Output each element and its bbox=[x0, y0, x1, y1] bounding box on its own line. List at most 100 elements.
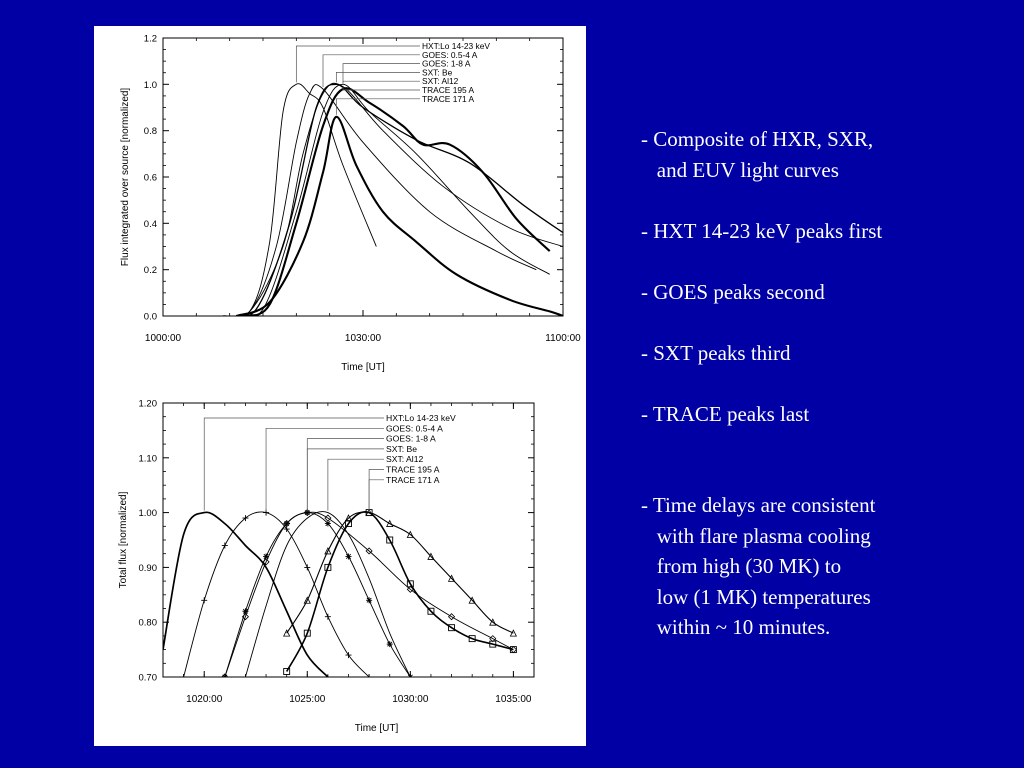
series-line-4 bbox=[222, 83, 563, 316]
square-marker bbox=[509, 646, 517, 654]
bullet-spacer bbox=[641, 185, 1011, 216]
y-tick-label: 0.2 bbox=[144, 265, 157, 276]
plus-marker bbox=[366, 674, 373, 677]
square-marker bbox=[283, 668, 291, 675]
plus-marker bbox=[242, 515, 249, 522]
y-tick-label: 0.0 bbox=[144, 312, 157, 323]
x-tick-label: 1035:00 bbox=[495, 694, 532, 705]
figure-panel: 0.0 0.2 0.4 0.6 0.8 1.0 1.2 1000:00 1030:00 1100:… bbox=[94, 26, 586, 746]
legend-leader-line bbox=[327, 458, 384, 511]
y-tick-label: 1.10 bbox=[139, 453, 158, 464]
bullet-spacer bbox=[641, 246, 1011, 277]
bullet-goes-second: - GOES peaks second bbox=[641, 279, 825, 304]
legend-leader-line bbox=[265, 427, 384, 511]
triangle-marker bbox=[468, 596, 476, 604]
legend-entry: SXT: Al12 bbox=[422, 76, 459, 86]
legend-entry: TRACE 171 A bbox=[386, 475, 440, 485]
legend-leader-line bbox=[306, 438, 384, 511]
legend-leader-line bbox=[342, 80, 420, 83]
legend-entry: TRACE 171 A bbox=[422, 94, 475, 104]
square-marker bbox=[448, 624, 456, 632]
legend-entry: GOES: 1-8 A bbox=[386, 434, 436, 444]
plot-area bbox=[216, 82, 563, 316]
bullet-time-delays: - Time delays are consistent with flare … bbox=[641, 493, 876, 639]
legend-leader-line bbox=[368, 469, 384, 511]
square-marker bbox=[303, 629, 311, 637]
legend-entry: SXT: Be bbox=[386, 444, 417, 454]
diamond-marker bbox=[489, 635, 497, 643]
x-axis-label: Time [UT] bbox=[341, 362, 385, 373]
y-tick-label: 0.8 bbox=[144, 126, 157, 137]
legend-leader-line bbox=[342, 86, 420, 91]
x-tick-label: 1025:00 bbox=[289, 694, 326, 705]
triangle-marker bbox=[303, 596, 311, 604]
y-axis-label: Flux integrated over source [normalized] bbox=[120, 88, 131, 267]
triangle-marker bbox=[406, 530, 414, 538]
plot-area bbox=[163, 508, 518, 677]
series-line-3 bbox=[224, 511, 514, 677]
series-line-2 bbox=[183, 511, 370, 677]
bullet-spacer bbox=[641, 368, 1011, 399]
legend-entry: HXT:Lo 14-23 keV bbox=[422, 41, 490, 51]
legend-entry: SXT: Al12 bbox=[386, 454, 423, 464]
square-marker bbox=[489, 640, 497, 648]
star-marker bbox=[345, 553, 352, 560]
y-tick-label: 1.20 bbox=[139, 399, 158, 410]
legend-leader-line bbox=[322, 54, 420, 87]
square-marker bbox=[406, 580, 414, 588]
plus-marker bbox=[221, 542, 228, 549]
star-marker bbox=[283, 520, 290, 527]
star-marker bbox=[263, 553, 270, 560]
legend-entry: HXT:Lo 14-23 keV bbox=[386, 413, 456, 423]
legend-leader-line bbox=[335, 72, 420, 83]
series-line-5 bbox=[244, 511, 411, 677]
series-line-5 bbox=[229, 83, 550, 316]
bullet-trace-last: - TRACE peaks last bbox=[641, 401, 810, 426]
series-line-7 bbox=[235, 115, 563, 316]
triangle-marker bbox=[324, 547, 332, 555]
square-marker bbox=[345, 520, 352, 528]
chart-2: 0.70 0.80 0.90 1.00 1.10 1.20 1020:00 1025:00 10… bbox=[118, 399, 535, 734]
triangle-marker bbox=[283, 629, 291, 637]
y-tick-label: 0.70 bbox=[139, 673, 158, 684]
bullet-sxt-third: - SXT peaks third bbox=[641, 340, 791, 365]
legend-leader-line bbox=[295, 45, 420, 83]
series-line-6 bbox=[242, 87, 551, 316]
square-marker bbox=[468, 635, 476, 643]
legend-leader-line bbox=[342, 63, 420, 85]
x-tick-label: 1100:00 bbox=[545, 333, 581, 344]
bullet-spacer bbox=[641, 307, 1011, 338]
light-curve-figure: 0.0 0.2 0.4 0.6 0.8 1.0 1.2 1000:00 1030:00 1100:… bbox=[118, 34, 581, 735]
legend-leader-line bbox=[203, 417, 384, 511]
square-marker bbox=[386, 536, 394, 544]
y-tick-label: 1.2 bbox=[144, 34, 157, 45]
x-tick-label: 1030:00 bbox=[392, 694, 429, 705]
star-marker bbox=[386, 641, 393, 648]
series-line-6 bbox=[286, 511, 514, 634]
legend-entry: SXT: Be bbox=[422, 67, 453, 77]
triangle-marker bbox=[427, 552, 435, 560]
x-axis-label: Time [UT] bbox=[355, 723, 399, 734]
x-tick-label: 1020:00 bbox=[186, 694, 223, 705]
plus-marker bbox=[201, 597, 208, 604]
square-marker bbox=[427, 607, 435, 615]
bullet-composite: - Composite of HXR, SXR, and EUV light c… bbox=[641, 127, 874, 182]
y-tick-label: 0.4 bbox=[144, 219, 157, 230]
triangle-marker bbox=[344, 514, 353, 522]
star-marker bbox=[242, 608, 249, 615]
series-line-3 bbox=[216, 82, 563, 316]
series-line-7 bbox=[285, 511, 514, 672]
legend-entry: TRACE 195 A bbox=[386, 465, 440, 475]
bullet-list: - Composite of HXR, SXR, and EUV light c… bbox=[641, 124, 1011, 643]
legend-entry: GOES: 0.5-4 A bbox=[386, 423, 443, 433]
diamond-marker bbox=[365, 547, 373, 555]
series-line-2 bbox=[216, 84, 537, 316]
y-tick-label: 0.6 bbox=[144, 173, 157, 184]
bullet-spacer bbox=[641, 429, 1011, 490]
y-axis-label: Total flux [normalized] bbox=[118, 491, 129, 588]
star-marker bbox=[407, 674, 414, 677]
triangle-marker bbox=[386, 519, 394, 527]
y-tick-label: 0.80 bbox=[139, 618, 158, 629]
legend-leader-line bbox=[306, 448, 384, 511]
series-line-1 bbox=[163, 511, 329, 677]
